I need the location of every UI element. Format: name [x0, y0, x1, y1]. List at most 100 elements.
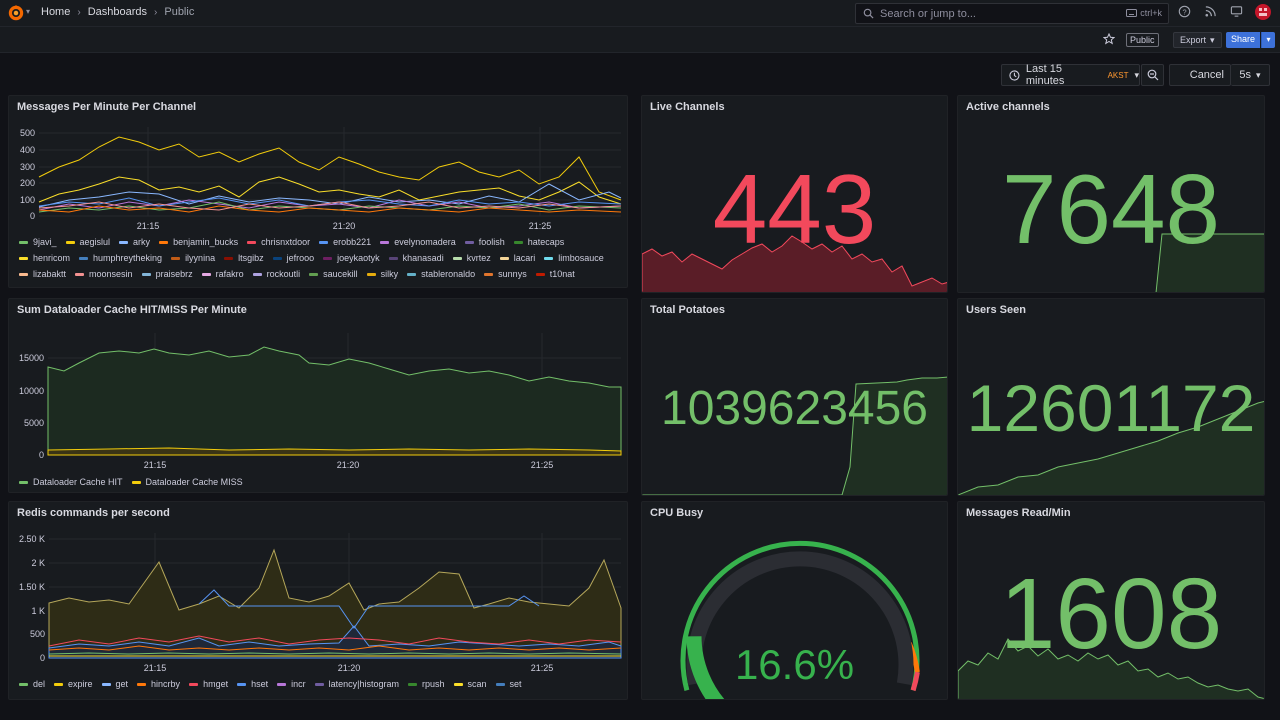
legend-item[interactable]: jefrooo [272, 253, 314, 263]
sparkline-area [958, 638, 1264, 699]
legend-swatch [484, 272, 494, 276]
legend-item[interactable]: silky [366, 269, 398, 279]
legend-item[interactable]: Dataloader Cache HIT [19, 477, 123, 487]
panel-active-channels[interactable]: Active channels 7648 [957, 95, 1265, 293]
avatar[interactable] [1255, 4, 1271, 20]
chevron-down-icon: ▾ [1256, 69, 1261, 80]
legend-swatch [495, 682, 505, 686]
legend-item[interactable]: lacari [499, 253, 535, 263]
panel-title: CPU Busy [650, 507, 704, 519]
chart-legend: Dataloader Cache HIT Dataloader Cache MIS… [19, 477, 624, 487]
chevron-down-icon[interactable]: ▾ [26, 7, 31, 16]
messages-chart[interactable]: 500 400 300 200 100 0 21:15 21:20 21:25 [9, 122, 628, 262]
y-tick: 0 [39, 450, 44, 460]
legend-item[interactable]: moonsesin [75, 269, 133, 279]
panel-users-seen[interactable]: Users Seen 12601172 [957, 298, 1265, 496]
sparkline [958, 638, 1264, 699]
legend-item[interactable]: incr [277, 679, 306, 689]
search-input[interactable]: Search or jump to... ctrl+k [855, 3, 1169, 24]
legend-item[interactable]: stableronaldo [407, 269, 475, 279]
legend-label: aegislul [79, 237, 111, 247]
star-icon[interactable] [1103, 33, 1115, 45]
legend-item[interactable]: scan [453, 679, 487, 689]
export-label: Export [1180, 35, 1207, 45]
legend-item[interactable]: rafakro [201, 269, 244, 279]
cancel-label: Cancel [1189, 69, 1224, 81]
legend-item[interactable]: set [495, 679, 522, 689]
zoom-out-button[interactable] [1141, 64, 1164, 86]
legend-label: saucekill [323, 269, 358, 279]
clock-icon [1009, 69, 1020, 81]
panel-messages-per-minute[interactable]: Messages Per Minute Per Channel 500 400 … [8, 95, 628, 288]
monitor-icon[interactable] [1230, 5, 1243, 18]
dataloader-chart[interactable]: 15000 10000 5000 0 21:15 21:20 21:25 [9, 325, 628, 475]
legend-item[interactable]: hincrby [137, 679, 180, 689]
legend-item[interactable]: t10nat [535, 269, 575, 279]
legend-item[interactable]: rockoutli [252, 269, 300, 279]
legend-label: hincrby [151, 679, 181, 689]
search-placeholder: Search or jump to... [880, 7, 976, 20]
legend-item[interactable]: khanasadi [388, 253, 444, 263]
panel-title: Messages Per Minute Per Channel [17, 101, 197, 113]
legend-swatch [75, 272, 85, 276]
legend-item[interactable]: hset [237, 679, 268, 689]
legend-item[interactable]: aegislul [65, 237, 111, 247]
legend-item[interactable]: expire [54, 679, 93, 689]
legend-item[interactable]: foolish [464, 237, 505, 247]
panel-live-channels[interactable]: Live Channels 443 [641, 95, 948, 293]
chevron-right-icon: › [77, 6, 81, 18]
help-icon[interactable]: ? [1178, 5, 1191, 18]
share-options-button[interactable]: ▾ [1261, 32, 1275, 48]
legend-item[interactable]: rpush [407, 679, 445, 689]
legend-item[interactable]: Dataloader Cache MISS [131, 477, 243, 487]
legend-item[interactable]: latency|histogram [314, 679, 399, 689]
refresh-interval-picker[interactable]: 5s ▾ [1231, 64, 1270, 86]
export-button[interactable]: Export ▾ [1173, 32, 1222, 48]
redis-chart[interactable]: 2.50 K 2 K 1.50 K 1 K 500 0 21:15 21:20 … [9, 528, 628, 688]
legend-item[interactable]: sunnys [484, 269, 527, 279]
panel-cpu-busy[interactable]: CPU Busy 16.6% [641, 501, 948, 700]
legend-item[interactable]: saucekill [309, 269, 358, 279]
legend-item[interactable]: arky [119, 237, 150, 247]
legend-item[interactable]: chrisnxtdoor [247, 237, 310, 247]
legend-label: stableronaldo [421, 269, 476, 279]
legend-item[interactable]: get [101, 679, 128, 689]
legend-item[interactable]: ilyynina [171, 253, 215, 263]
time-range-picker[interactable]: Last 15 minutes AKST ▾ [1001, 63, 1140, 87]
grafana-logo-icon[interactable] [7, 4, 25, 22]
legend-item[interactable]: henricom [19, 253, 70, 263]
legend-item[interactable]: hmget [189, 679, 228, 689]
legend-swatch [101, 682, 111, 686]
legend-item[interactable]: ltsgibz [224, 253, 264, 263]
y-tick: 15000 [19, 353, 44, 363]
chevron-right-icon: › [154, 6, 158, 18]
legend-item[interactable]: del [19, 679, 45, 689]
sparkline [642, 376, 947, 495]
sparkline-area [1155, 233, 1264, 292]
rss-icon[interactable] [1204, 5, 1217, 18]
y-tick: 2 K [31, 558, 45, 568]
panel-redis-commands[interactable]: Redis commands per second 2.50 K 2 K 1.5… [8, 501, 628, 700]
cancel-button[interactable]: Cancel [1169, 64, 1231, 86]
legend-item[interactable]: praisebrz [141, 269, 193, 279]
legend-item[interactable]: humphreytheking [79, 253, 162, 263]
legend-item[interactable]: limbosauce [544, 253, 604, 263]
series-line [38, 136, 622, 201]
panel-total-potatoes[interactable]: Total Potatoes 1039623456 [641, 298, 948, 496]
panel-title: Messages Read/Min [966, 507, 1071, 519]
panel-dataloader-cache[interactable]: Sum Dataloader Cache HIT/MISS Per Minute… [8, 298, 628, 493]
y-tick: 500 [30, 629, 45, 639]
legend-item[interactable]: joeykaotyk [323, 253, 380, 263]
breadcrumb-home[interactable]: Home [41, 6, 71, 18]
legend-item[interactable]: kvrtez [452, 253, 491, 263]
legend-item[interactable]: erobb221 [319, 237, 371, 247]
panel-messages-read[interactable]: Messages Read/Min 1608 [957, 501, 1265, 700]
legend-item[interactable]: evelynomadera [380, 237, 456, 247]
legend-item[interactable]: 9javi_ [19, 237, 57, 247]
share-button[interactable]: Share [1226, 32, 1261, 48]
legend-swatch [159, 240, 169, 244]
legend-item[interactable]: hatecaps [513, 237, 564, 247]
legend-item[interactable]: benjamin_bucks [159, 237, 238, 247]
legend-item[interactable]: lizabaktt [19, 269, 66, 279]
breadcrumb-dashboards[interactable]: Dashboards [87, 6, 148, 18]
